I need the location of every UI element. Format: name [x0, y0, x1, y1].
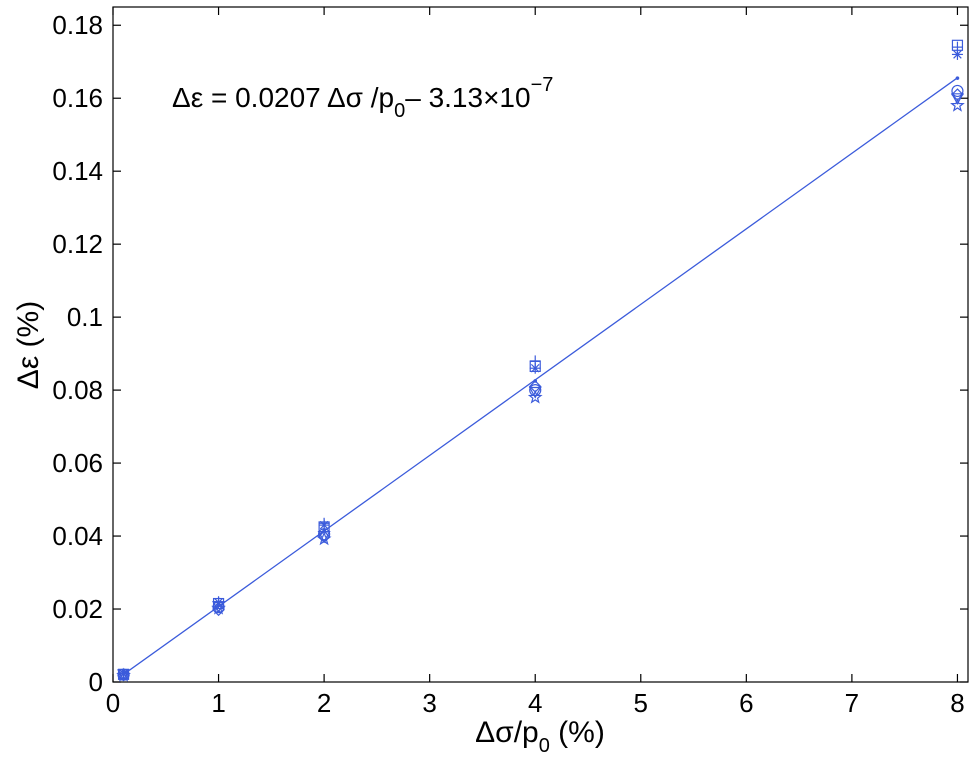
marker-circle-3: [529, 384, 542, 397]
x-tick-label-6: 6: [739, 688, 753, 718]
marker-asterisk-3: [529, 362, 541, 374]
marker-triangle-4: [950, 93, 964, 105]
x-tick-label-4: 4: [528, 688, 542, 718]
y-tick-label-3: 0.06: [52, 448, 103, 478]
annotation-sup: −7: [531, 74, 554, 96]
marker-dot-3: [533, 379, 538, 383]
marker-hexagram-1: [211, 600, 226, 615]
marker-circle-4: [951, 84, 964, 98]
y-tick-label-9: 0.18: [52, 10, 103, 40]
annotation-part2: – 3.13×10: [405, 82, 530, 113]
y-tick-label-0: 0: [89, 667, 103, 697]
annotation-part1: Δε = 0.0207 Δσ /p: [172, 82, 394, 113]
x-axis-title: Δσ/p0 (%): [475, 716, 605, 757]
marker-dot-4: [955, 76, 960, 80]
annotation-equation: Δε = 0.0207 Δσ /p0– 3.13×10−7: [172, 74, 553, 122]
marker-hexagram-4: [950, 97, 965, 112]
y-tick-label-7: 0.14: [52, 156, 103, 186]
annotation-sub: 0: [394, 100, 405, 122]
marker-dot-2: [322, 528, 326, 533]
marker-asterisk-4: [951, 48, 963, 60]
x-tick-label-5: 5: [634, 688, 648, 718]
fit-line: [123, 77, 958, 675]
marker-triangle-3: [528, 386, 542, 399]
y-tick-label-5: 0.1: [67, 302, 103, 332]
y-tick-label-2: 0.04: [52, 521, 103, 551]
x-tick-label-0: 0: [106, 688, 120, 718]
marker-dot-0: [121, 672, 126, 676]
marker-hexagram-2: [316, 531, 332, 546]
x-axis-title-tail: (%): [550, 716, 605, 749]
x-tick-label-8: 8: [950, 688, 964, 718]
marker-dot-1: [216, 603, 221, 608]
data-markers: [116, 39, 965, 682]
x-tick-label-7: 7: [845, 688, 859, 718]
x-tick-label-1: 1: [211, 688, 225, 718]
x-axis-title-main: Δσ/p: [475, 716, 539, 749]
x-tick-label-3: 3: [422, 688, 436, 718]
y-tick-label-1: 0.02: [52, 594, 103, 624]
marker-hexagram-3: [527, 389, 543, 404]
marker-circle-2: [318, 528, 331, 541]
plot-area: [112, 6, 969, 683]
y-tick-label-4: 0.08: [52, 375, 103, 405]
y-tick-label-8: 0.16: [52, 83, 103, 113]
marker-hexagram-0: [116, 667, 131, 682]
y-tick-label-6: 0.12: [52, 229, 103, 259]
axis-ticks: [112, 7, 968, 683]
y-axis-title: Δε (%): [12, 301, 45, 389]
tick-labels: 0 1 2 3 4 5 6 7 8 0 0.02 0.04 0.06 0.08 0.1 0.12 0.14 0.1…: [52, 10, 964, 718]
x-axis-title-sub: 0: [539, 735, 550, 757]
x-tick-label-2: 2: [317, 688, 331, 718]
